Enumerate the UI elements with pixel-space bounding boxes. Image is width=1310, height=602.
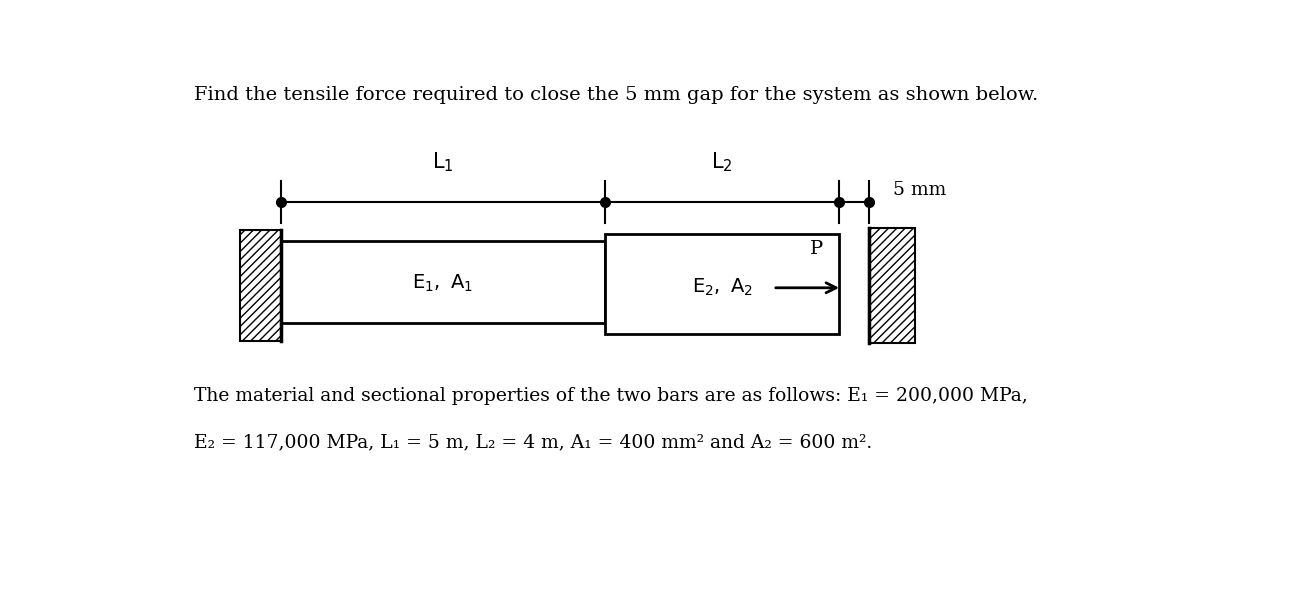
Bar — [240, 230, 280, 341]
Text: $\mathrm{L_2}$: $\mathrm{L_2}$ — [711, 150, 734, 174]
Text: E₂ = 117,000 MPa, L₁ = 5 m, L₂ = 4 m, A₁ = 400 mm² and A₂ = 600 m².: E₂ = 117,000 MPa, L₁ = 5 m, L₂ = 4 m, A₁… — [194, 434, 872, 452]
Text: Find the tensile force required to close the 5 mm gap for the system as shown be: Find the tensile force required to close… — [194, 86, 1039, 104]
Text: The material and sectional properties of the two bars are as follows: E₁ = 200,0: The material and sectional properties of… — [194, 388, 1028, 406]
Text: 5 mm: 5 mm — [892, 181, 946, 199]
Text: $\mathrm{E_2,\ A_2}$: $\mathrm{E_2,\ A_2}$ — [692, 277, 752, 299]
Bar — [280, 241, 605, 323]
Bar — [870, 228, 914, 343]
Text: $\mathrm{E_1,\ A_1}$: $\mathrm{E_1,\ A_1}$ — [413, 273, 473, 294]
Bar — [605, 235, 838, 334]
Text: $\mathrm{L_1}$: $\mathrm{L_1}$ — [432, 150, 453, 174]
Text: P: P — [810, 240, 823, 258]
